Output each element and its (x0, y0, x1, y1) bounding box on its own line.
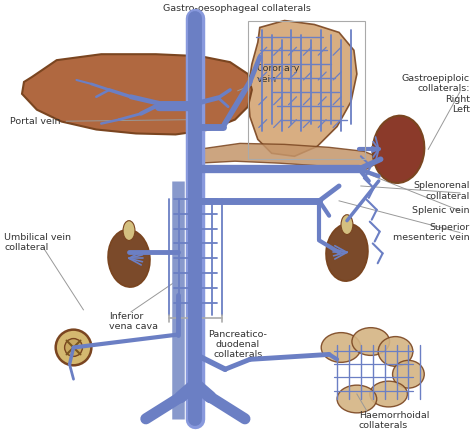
Polygon shape (248, 20, 357, 156)
Text: Coronary
vein: Coronary vein (237, 65, 300, 91)
Ellipse shape (326, 224, 368, 281)
Ellipse shape (352, 328, 390, 355)
Ellipse shape (341, 215, 353, 235)
Text: Superior
mesenteric vein: Superior mesenteric vein (393, 223, 470, 242)
Ellipse shape (373, 116, 424, 183)
Text: Portal vein: Portal vein (10, 117, 192, 126)
Ellipse shape (378, 336, 413, 366)
Ellipse shape (370, 381, 408, 407)
Ellipse shape (123, 221, 135, 240)
Text: Haemorrhoidal
collaterals: Haemorrhoidal collaterals (359, 411, 429, 431)
Ellipse shape (321, 333, 361, 362)
Bar (248, 20, 365, 159)
Text: Splenic vein: Splenic vein (412, 206, 470, 215)
Text: Umbilical vein
collateral: Umbilical vein collateral (4, 233, 71, 252)
Text: Gastro-oesophageal collaterals: Gastro-oesophageal collaterals (163, 4, 311, 12)
Ellipse shape (64, 339, 82, 356)
Text: Splenorenal
collateral: Splenorenal collateral (413, 181, 470, 201)
Text: Inferior
vena cava: Inferior vena cava (109, 312, 158, 331)
Ellipse shape (108, 230, 150, 287)
Text: Pancreatico-
duodenal
collaterals: Pancreatico- duodenal collaterals (209, 330, 267, 359)
Ellipse shape (392, 360, 424, 388)
Polygon shape (22, 54, 252, 134)
Text: Gastroepiploic
collaterals:
Right
Left: Gastroepiploic collaterals: Right Left (401, 74, 470, 114)
Ellipse shape (55, 330, 91, 365)
Ellipse shape (337, 385, 377, 413)
Polygon shape (191, 143, 383, 169)
